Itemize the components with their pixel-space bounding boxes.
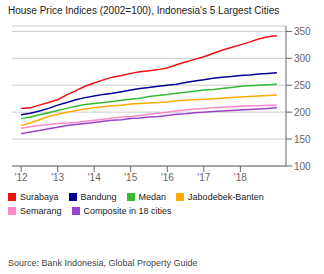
svg-text:100: 100	[294, 161, 311, 172]
svg-text:'16: '16	[161, 172, 174, 183]
svg-text:250: 250	[294, 80, 311, 91]
html-text:Composite in 18 cities: Composite in 18 cities	[83, 206, 172, 216]
svg-text:200: 200	[294, 107, 311, 118]
html-text:Medan: Medan	[138, 192, 167, 202]
svg-text:'14: '14	[88, 172, 101, 183]
html-text:Source: Bank Indonesia, Global: Source: Bank Indonesia, Global Property …	[8, 258, 198, 268]
svg-text:150: 150	[294, 134, 311, 145]
svg-text:'17: '17	[197, 172, 210, 183]
svg-text:300: 300	[294, 53, 311, 64]
svg-text:350: 350	[294, 26, 311, 37]
html-text:Semarang: Semarang	[20, 206, 62, 216]
html-text:Jabodebek-Banten: Jabodebek-Banten	[188, 192, 264, 202]
html-text:House Price Indices (2002=100): House Price Indices (2002=100), Indonesi…	[8, 5, 280, 16]
html-text:Surabaya: Surabaya	[20, 192, 59, 202]
svg-text:'13: '13	[51, 172, 64, 183]
svg-text:'18: '18	[234, 172, 247, 183]
html-text:Bandung: Bandung	[80, 192, 117, 202]
svg-text:'15: '15	[124, 172, 137, 183]
svg-text:'12: '12	[15, 172, 28, 183]
